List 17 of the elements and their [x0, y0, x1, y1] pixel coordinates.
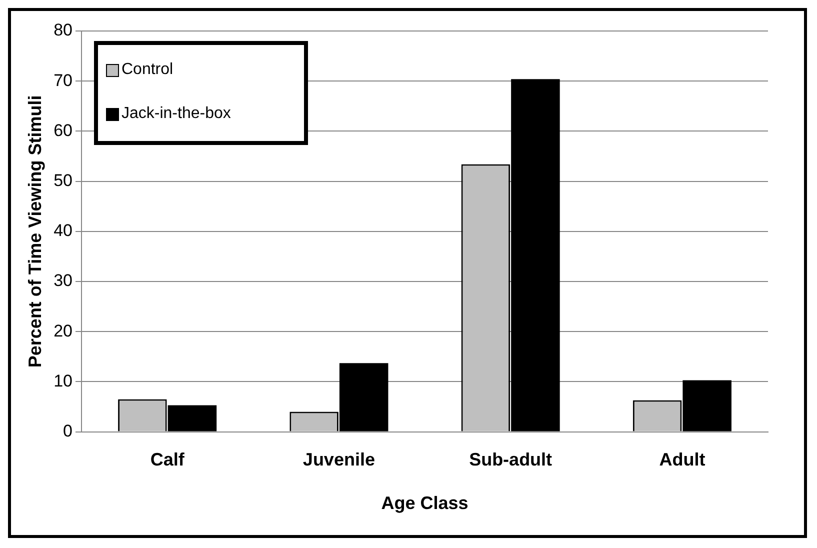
x-tick-label: Calf: [150, 450, 186, 470]
x-tick-label: Adult: [659, 450, 706, 470]
y-tick-label: 50: [54, 170, 73, 190]
y-tick-label: 0: [63, 421, 73, 440]
y-tick-label: 30: [54, 271, 73, 290]
x-tick-label: Sub-adult: [469, 450, 552, 470]
legend-label: Control: [122, 61, 174, 79]
y-tick-label: 70: [54, 70, 73, 90]
y-tick-label: 10: [54, 371, 73, 390]
legend-label: Jack-in-the-box: [122, 105, 231, 123]
y-tick-label: 80: [54, 20, 73, 40]
x-axis-title: Age Class: [381, 493, 468, 514]
y-tick-label: 40: [54, 221, 73, 240]
y-tick-label: 20: [54, 321, 73, 340]
y-tick-label: 60: [54, 120, 73, 140]
x-tick-label: Juvenile: [302, 450, 375, 470]
y-axis-title: Percent of Time Viewing Stimuli: [24, 95, 45, 368]
